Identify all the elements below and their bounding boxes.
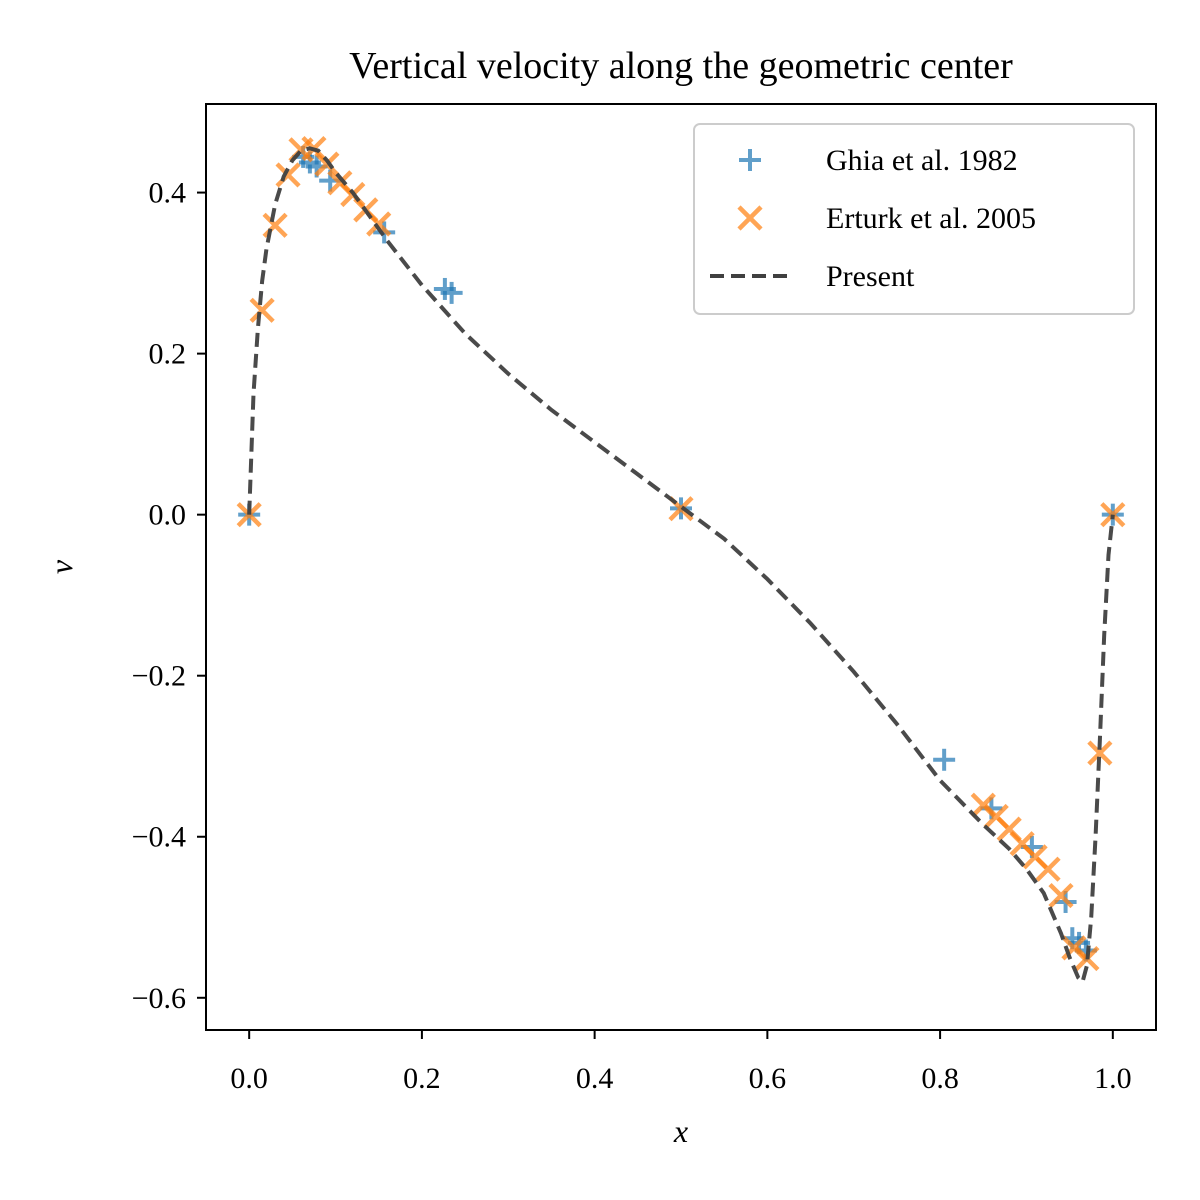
y-axis-label: v [43, 559, 79, 574]
y-tick-label: 0.2 [149, 338, 187, 371]
y-axis: −0.6 −0.4 −0.2 0.0 0.2 0.4 [132, 177, 206, 1015]
legend-marker-erturk [737, 205, 763, 231]
x-tick-label: 0.8 [921, 1062, 959, 1095]
plot-frame [205, 103, 1157, 1031]
present-series-line [247, 146, 1115, 986]
legend-label: Present [826, 260, 915, 293]
legend-entries: Ghia et al. 1982 Erturk et al. 2005 Presen… [710, 144, 1036, 293]
plot-area [236, 135, 1126, 986]
legend: Ghia et al. 1982 Erturk et al. 2005 Presen… [693, 123, 1135, 315]
line-layer [247, 146, 1115, 986]
erturk-data-point [1087, 740, 1113, 766]
x-axis: 0.0 0.2 0.4 0.6 0.8 1.0 [230, 1030, 1132, 1095]
x-tick-label: 0.0 [230, 1062, 268, 1095]
x-tick-label: 0.2 [403, 1062, 441, 1095]
y-tick-label: −0.2 [132, 660, 186, 693]
x-tick-label: 0.4 [576, 1062, 614, 1095]
ghia-data-point [440, 281, 463, 304]
ghia-data-point [933, 748, 956, 771]
erturk-data-point [236, 502, 262, 528]
legend-label: Erturk et al. 2005 [826, 202, 1036, 235]
erturk-data-point [1048, 882, 1074, 909]
x-tick-label: 1.0 [1094, 1062, 1132, 1095]
y-tick-label: 0.4 [149, 177, 187, 210]
legend-marker-ghia [739, 149, 761, 171]
erturk-data-point [1035, 856, 1061, 882]
legend-label: Ghia et al. 1982 [826, 144, 1018, 177]
chart-title: Vertical velocity along the geometric ce… [349, 45, 1013, 87]
y-tick-label: 0.0 [149, 499, 187, 532]
x-tick-label: 0.6 [749, 1062, 787, 1095]
erturk-data-point [249, 297, 275, 323]
legend-box [693, 123, 1135, 315]
y-tick-label: −0.6 [132, 982, 186, 1015]
x-axis-label: x [673, 1113, 688, 1149]
y-tick-label: −0.4 [132, 821, 186, 854]
marker-layer [236, 135, 1126, 972]
erturk-data-point [275, 162, 301, 188]
erturk-data-point [314, 151, 340, 177]
